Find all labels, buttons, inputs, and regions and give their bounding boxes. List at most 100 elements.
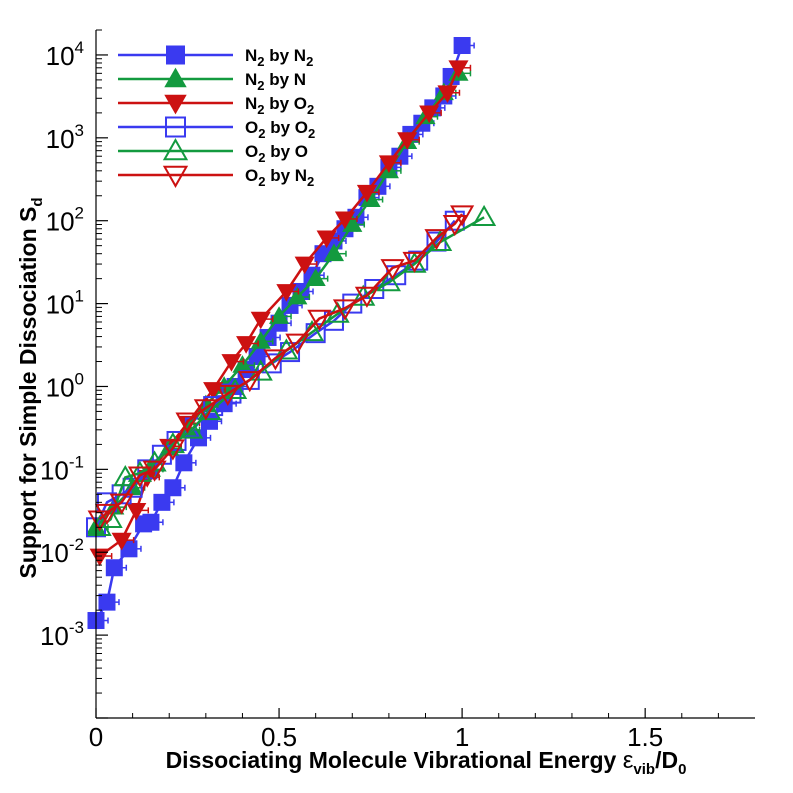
legend-label-part: 2 bbox=[307, 174, 314, 189]
legend-label-part: 2 bbox=[258, 174, 265, 189]
data-point bbox=[442, 214, 467, 237]
y-tick-exponent: -1 bbox=[69, 452, 84, 471]
y-tick-exponent: 3 bbox=[75, 121, 84, 140]
data-point bbox=[354, 286, 379, 308]
data-point bbox=[453, 37, 471, 55]
legend-label-part: by O bbox=[265, 118, 308, 137]
legend-label-part: by O bbox=[265, 94, 308, 113]
legend-label-part: N bbox=[245, 46, 257, 65]
series-line bbox=[98, 213, 464, 521]
x-tick-label: 0.5 bbox=[261, 722, 297, 752]
data-point bbox=[126, 502, 147, 521]
data-point bbox=[305, 268, 326, 287]
legend-marker bbox=[166, 45, 185, 65]
data-point bbox=[175, 412, 200, 434]
legend-label: N2 by N bbox=[245, 70, 306, 93]
y-tick-label: 104 bbox=[46, 38, 84, 71]
data-point bbox=[153, 493, 171, 511]
data-point bbox=[237, 371, 262, 393]
y-tick-label: 10-2 bbox=[40, 535, 84, 568]
y-tick-base: 10 bbox=[46, 372, 75, 402]
data-point bbox=[437, 85, 458, 103]
data-point bbox=[89, 548, 110, 567]
data-point bbox=[380, 259, 405, 281]
data-point bbox=[105, 559, 123, 577]
x-tick-label: 1 bbox=[455, 722, 469, 752]
data-point bbox=[376, 270, 401, 292]
data-point bbox=[356, 184, 377, 203]
legend-label-part: N bbox=[245, 94, 257, 113]
data-point bbox=[98, 593, 116, 611]
y-tick-base: 10 bbox=[46, 290, 75, 320]
data-point bbox=[342, 293, 363, 314]
y-tick-base: 10 bbox=[46, 124, 75, 154]
legend-label-part: 2 bbox=[308, 126, 315, 141]
data-point bbox=[316, 230, 337, 249]
data-point bbox=[378, 155, 399, 173]
data-point bbox=[250, 311, 271, 330]
data-point bbox=[419, 105, 440, 124]
legend-label: O2 by N2 bbox=[245, 166, 314, 189]
series-5 bbox=[87, 205, 475, 532]
legend-label-part: by N bbox=[265, 46, 307, 65]
data-point bbox=[94, 503, 120, 526]
legend-label-part: 2 bbox=[306, 54, 313, 69]
y-tick-exponent: 0 bbox=[75, 369, 84, 388]
x-axis-title-sub-0: 0 bbox=[678, 761, 686, 778]
legend-item-3: O2 by O2 bbox=[118, 116, 315, 141]
data-point bbox=[450, 205, 475, 227]
series-4 bbox=[87, 204, 497, 537]
data-point bbox=[175, 454, 193, 472]
x-tick-label: 1.5 bbox=[627, 722, 663, 752]
legend-item-5: O2 by N2 bbox=[118, 165, 314, 189]
data-point bbox=[280, 342, 301, 363]
data-point bbox=[142, 460, 167, 482]
legend-label-part: 2 bbox=[257, 78, 264, 93]
x-tick-label: 0 bbox=[89, 722, 103, 752]
data-point bbox=[397, 132, 418, 150]
data-point bbox=[285, 333, 310, 355]
data-point bbox=[323, 243, 345, 262]
y-axis-title-sub-d: d bbox=[29, 197, 46, 206]
x-axis-title-epsilon: ε bbox=[623, 747, 634, 774]
data-point bbox=[236, 336, 257, 354]
data-point bbox=[250, 331, 271, 349]
legend-label-part: 2 bbox=[258, 126, 265, 141]
x-axis-title-sub-vib: vib bbox=[633, 761, 655, 778]
legend-marker bbox=[164, 94, 187, 115]
legend-label-part: 2 bbox=[307, 102, 314, 117]
legend-marker bbox=[165, 116, 186, 138]
y-tick-label: 102 bbox=[46, 204, 84, 237]
legend-label-part: by N bbox=[265, 70, 307, 89]
data-point bbox=[276, 284, 297, 302]
legend-label-part: O bbox=[245, 142, 258, 161]
y-tick-label: 103 bbox=[46, 121, 84, 154]
x-axis-title: Dissociating Molecule Vibrational Energy… bbox=[166, 747, 687, 778]
y-tick-exponent: 4 bbox=[75, 38, 84, 57]
y-tick-label: 101 bbox=[46, 287, 84, 320]
y-tick-label: 10-1 bbox=[40, 452, 84, 485]
data-point bbox=[111, 532, 132, 551]
legend-label: O2 by O2 bbox=[245, 118, 315, 141]
data-point bbox=[109, 493, 134, 515]
data-point bbox=[160, 439, 185, 461]
data-point bbox=[263, 349, 288, 371]
data-point bbox=[223, 377, 248, 400]
data-point bbox=[193, 399, 218, 421]
data-point bbox=[248, 359, 273, 381]
data-point bbox=[294, 256, 315, 275]
y-tick-exponent: 2 bbox=[75, 204, 84, 223]
y-tick-base: 10 bbox=[46, 41, 75, 71]
legend-label-part: N bbox=[245, 70, 257, 89]
legend-marker bbox=[162, 165, 189, 188]
plot-frame bbox=[95, 30, 755, 719]
y-tick-base: 10 bbox=[40, 538, 69, 568]
data-point bbox=[424, 229, 449, 251]
legend-item-2: N2 by O2 bbox=[118, 94, 314, 117]
data-point bbox=[334, 211, 356, 230]
x-axis-title-slash-d: /D bbox=[655, 747, 678, 773]
data-point bbox=[268, 306, 290, 324]
legend-label-part: 2 bbox=[257, 102, 264, 117]
